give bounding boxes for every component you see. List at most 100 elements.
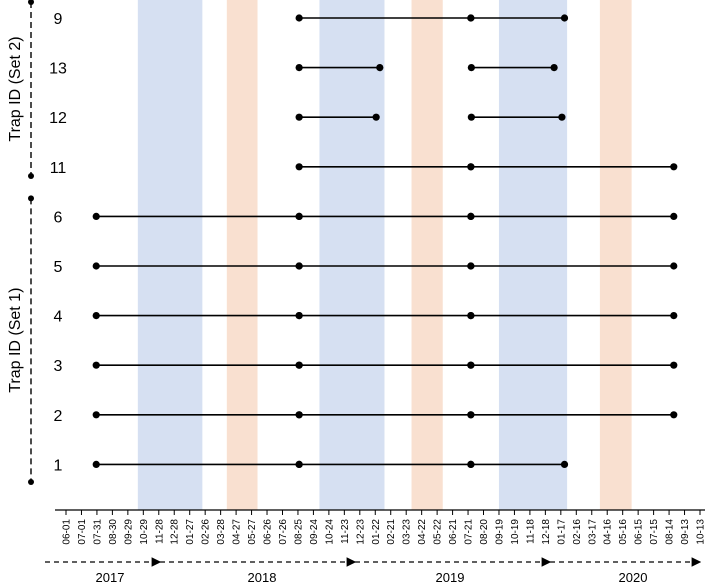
x-tick-label: 05-27 (247, 519, 258, 545)
set-label: Trap ID (Set 2) (7, 36, 24, 141)
x-tick-label: 08-14 (665, 519, 676, 545)
sample-point (670, 411, 678, 419)
x-tick-label: 10-19 (510, 519, 521, 545)
row-label: 12 (49, 110, 67, 127)
sample-point (92, 212, 100, 220)
sample-point (560, 460, 569, 468)
row-label: 13 (49, 61, 67, 78)
x-tick-label: 08-20 (479, 519, 490, 545)
x-tick-label: 03-28 (216, 519, 227, 545)
x-tick-label: 04-22 (417, 519, 428, 545)
row-label: 11 (50, 160, 67, 177)
sample-point (295, 64, 303, 72)
x-tick-label: 04-16 (603, 519, 614, 545)
sample-point (560, 14, 569, 22)
sample-point (467, 312, 475, 320)
x-tick-label: 03-17 (587, 519, 598, 545)
year-label: 2020 (619, 570, 648, 585)
x-tick-label: 02-16 (572, 519, 583, 545)
year-label: 2017 (96, 570, 125, 585)
sample-point (467, 212, 475, 220)
sample-point (295, 14, 303, 22)
sample-point (670, 312, 678, 320)
sample-point (467, 163, 475, 171)
sample-point (467, 361, 475, 369)
sample-point (670, 163, 678, 171)
season-bands (137, 0, 632, 510)
sample-point (295, 312, 303, 320)
x-tick-label: 11-18 (525, 519, 536, 544)
x-tick-label: 12-23 (355, 519, 366, 545)
x-tick-label: 07-15 (649, 519, 660, 545)
axes (55, 509, 705, 515)
x-tick-label: 02-21 (386, 519, 397, 545)
season-band-orange (599, 0, 632, 510)
set-labels: Trap ID (Set 2) Trap ID (Set 1) (7, 0, 34, 485)
sample-point (670, 212, 678, 220)
x-tick-label: 05-16 (618, 519, 629, 545)
sample-point (467, 262, 475, 270)
season-band-blue (137, 0, 203, 510)
sample-point (467, 14, 475, 22)
x-tick-label: 09-19 (494, 519, 505, 545)
season-band-orange (411, 0, 443, 510)
sample-point (376, 64, 384, 72)
set-bracket-end (28, 479, 34, 485)
x-tick-label: 07-31 (92, 519, 103, 545)
row-label: 6 (54, 209, 63, 226)
x-tick-label: 01-22 (371, 519, 382, 545)
x-tick-label: 09-13 (680, 519, 691, 545)
row-label: 5 (54, 259, 63, 276)
sample-point (92, 262, 100, 270)
x-tick-label: 10-13 (696, 519, 707, 545)
x-tick-label: 09-24 (309, 519, 320, 545)
sample-point (467, 64, 475, 72)
sample-point (92, 411, 100, 419)
sample-point (467, 411, 475, 419)
x-tick-label: 01-17 (556, 519, 567, 545)
sample-point (670, 361, 678, 369)
set-label: Trap ID (Set 1) (7, 288, 24, 393)
x-tick-label: 05-22 (433, 519, 444, 545)
x-tick-label: 11-28 (154, 519, 165, 544)
row-label: 4 (54, 309, 63, 326)
x-tick-labels: 06-01 07-01 07-31 08-30 09-29 10-29 11-28 12-28… (62, 519, 707, 545)
sample-point (295, 262, 303, 270)
season-band-blue (319, 0, 385, 510)
sample-point (295, 361, 303, 369)
x-tick-label: 10-29 (139, 519, 150, 545)
row-label: 9 (54, 11, 63, 28)
x-tick-label: 06-26 (263, 519, 274, 545)
year-label: 2018 (248, 570, 277, 585)
x-tick-label: 12-18 (541, 519, 552, 545)
x-tick-label: 09-29 (123, 519, 134, 545)
set-bracket-end (28, 195, 34, 202)
row-label: 1 (54, 457, 63, 474)
sample-point (295, 411, 303, 419)
sample-point (467, 113, 475, 121)
year-labels: 2017 2018 2019 2020 (45, 557, 702, 585)
year-label: 2019 (436, 570, 465, 585)
x-tick-label: 06-15 (634, 519, 645, 545)
sample-point (92, 460, 100, 468)
set-bracket-end (28, 0, 34, 5)
x-tick-label: 06-21 (448, 519, 459, 545)
x-tick-label: 02-26 (201, 519, 212, 545)
sample-point (92, 312, 100, 320)
x-tick-label: 04-27 (232, 519, 243, 545)
x-tick-label: 03-23 (402, 519, 413, 545)
sample-point (372, 113, 380, 121)
season-band-blue (498, 0, 568, 510)
sample-point (295, 113, 303, 121)
set-bracket-end (28, 173, 34, 179)
x-tick-label: 10-24 (324, 519, 335, 545)
sample-point (467, 460, 475, 468)
sample-point (295, 163, 303, 171)
sample-point (295, 460, 303, 468)
x-tick-label: 06-01 (62, 519, 73, 545)
x-tick-label: 07-01 (77, 519, 88, 545)
x-tick-label: 07-21 (464, 519, 475, 545)
sample-point (295, 212, 303, 220)
x-tick-label: 08-25 (293, 519, 304, 545)
